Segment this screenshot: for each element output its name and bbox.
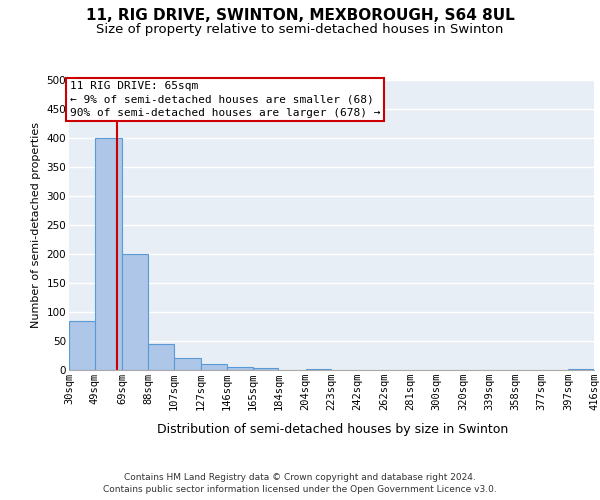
Bar: [568, 369, 594, 370]
Text: Contains HM Land Registry data © Crown copyright and database right 2024.
Contai: Contains HM Land Registry data © Crown c…: [103, 472, 497, 494]
Bar: [227, 367, 253, 370]
Bar: [305, 369, 331, 370]
Bar: [201, 364, 227, 370]
Bar: [174, 358, 201, 370]
Bar: [69, 320, 95, 370]
Bar: [122, 254, 148, 370]
Text: Size of property relative to semi-detached houses in Swinton: Size of property relative to semi-detach…: [97, 22, 503, 36]
Bar: [95, 138, 122, 370]
Text: 11, RIG DRIVE, SWINTON, MEXBOROUGH, S64 8UL: 11, RIG DRIVE, SWINTON, MEXBOROUGH, S64 …: [86, 8, 514, 22]
Text: 11 RIG DRIVE: 65sqm
← 9% of semi-detached houses are smaller (68)
90% of semi-de: 11 RIG DRIVE: 65sqm ← 9% of semi-detache…: [70, 81, 380, 118]
Y-axis label: Number of semi-detached properties: Number of semi-detached properties: [31, 122, 41, 328]
Text: Distribution of semi-detached houses by size in Swinton: Distribution of semi-detached houses by …: [157, 422, 509, 436]
Bar: [253, 368, 278, 370]
Bar: [148, 344, 174, 370]
